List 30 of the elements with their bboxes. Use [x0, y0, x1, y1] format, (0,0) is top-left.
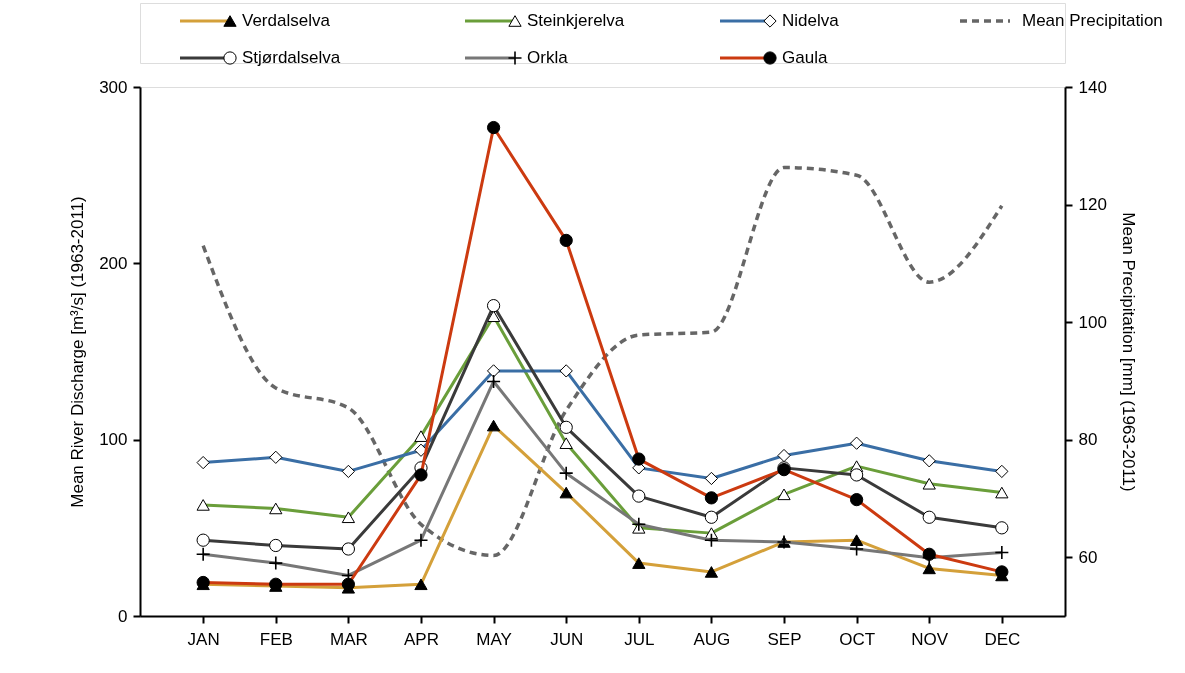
y-tick-label: 0: [118, 606, 128, 626]
x-tick-label: NOV: [911, 629, 949, 649]
x-tick-label: OCT: [839, 629, 876, 649]
legend-label: Nidelva: [782, 11, 840, 30]
legend-label: Verdalselva: [242, 11, 331, 30]
x-tick-label: JUN: [550, 629, 584, 649]
y-tick-label: 100: [99, 430, 128, 450]
x-tick-label: FEB: [259, 629, 293, 649]
y2-tick-label: 140: [1078, 77, 1107, 97]
y2-axis-title: Mean Precipitation [mm] (1963-2011): [1118, 212, 1138, 492]
legend-label: Orkla: [527, 48, 569, 67]
legend-label: Gaula: [782, 48, 828, 67]
y2-tick-label: 120: [1078, 195, 1107, 215]
x-tick-label: JAN: [187, 629, 220, 649]
x-tick-label: SEP: [767, 629, 802, 649]
y2-tick-label: 100: [1078, 312, 1107, 332]
x-tick-label: JUL: [624, 629, 655, 649]
y-tick-label: 300: [99, 77, 128, 97]
y-axis-title: Mean River Discharge [m³/s] (1963-2011): [68, 196, 88, 508]
y2-tick-label: 60: [1078, 547, 1098, 567]
y-tick-label: 200: [99, 253, 128, 273]
legend-label: Mean Precipitation: [1022, 11, 1163, 30]
x-tick-label: MAY: [476, 629, 512, 649]
legend-label: Stjørdalselva: [242, 48, 341, 67]
x-tick-label: APR: [404, 629, 439, 649]
x-tick-label: MAR: [329, 629, 368, 649]
x-tick-label: DEC: [984, 629, 1021, 649]
legend-label: Steinkjerelva: [527, 11, 625, 30]
x-tick-label: AUG: [693, 629, 731, 649]
y2-tick-label: 80: [1078, 430, 1098, 450]
